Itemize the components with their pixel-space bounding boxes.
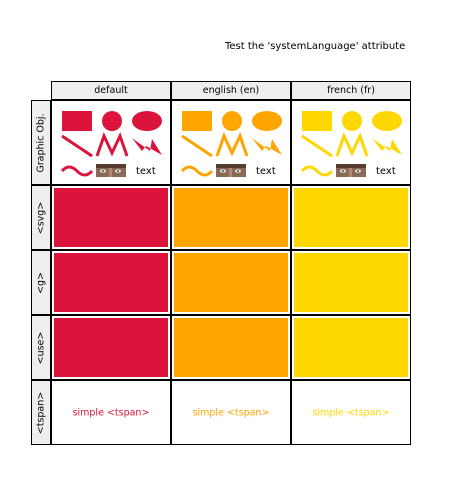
face-image-pupil-right	[357, 170, 359, 172]
line-shape-icon	[181, 134, 213, 158]
face-image-nose	[229, 168, 232, 177]
cell-r4-c1: simple <tspan>	[171, 380, 291, 445]
face-image-brow	[96, 164, 126, 168]
cell-r0-c0: text	[51, 100, 171, 185]
polygon-shape-icon	[252, 138, 282, 155]
face-image-icon	[96, 164, 126, 177]
cell-r2-c1	[171, 250, 291, 315]
color-fill	[174, 253, 288, 312]
row-header-0: Graphic Obj.	[31, 100, 51, 185]
face-image-icon	[336, 164, 366, 177]
row-header-1: <svg>	[31, 185, 51, 250]
cell-r0-c1: text	[171, 100, 291, 185]
circle-shape-icon	[102, 111, 122, 131]
face-image-nose	[109, 168, 112, 177]
line-shape-icon	[61, 134, 93, 158]
row-header-label: <tspan>	[35, 391, 47, 434]
polygon-shape-icon	[132, 138, 162, 155]
face-image-brow	[336, 164, 366, 168]
face-image-pupil-right	[117, 170, 119, 172]
path-wave-icon	[60, 165, 94, 177]
cell-r3-c1	[171, 315, 291, 380]
cell-r4-c2: simple <tspan>	[291, 380, 411, 445]
graphic-objects	[300, 111, 402, 177]
cell-r1-c2	[291, 185, 411, 250]
line-shape-icon	[301, 134, 333, 158]
row-header-label: Graphic Obj.	[35, 112, 47, 173]
cell-r1-c0	[51, 185, 171, 250]
column-header-1: english (en)	[171, 81, 291, 100]
cell-r4-c0: simple <tspan>	[51, 380, 171, 445]
face-image-brow	[216, 164, 246, 168]
path-wave-icon	[180, 165, 214, 177]
color-fill	[54, 318, 168, 377]
rect-shape-icon	[302, 111, 332, 131]
row-header-label: <g>	[35, 271, 47, 294]
row-header-label: <svg>	[35, 201, 47, 234]
color-fill	[54, 253, 168, 312]
polyline-shape-icon	[215, 132, 249, 157]
graphic-objects	[60, 111, 162, 177]
row-header-2: <g>	[31, 250, 51, 315]
face-image-icon	[216, 164, 246, 177]
path-wave-icon	[300, 165, 334, 177]
face-image-pupil-left	[222, 170, 224, 172]
circle-shape-icon	[222, 111, 242, 131]
face-image-pupil-left	[342, 170, 344, 172]
column-header-2: french (fr)	[291, 81, 411, 100]
circle-shape-icon	[342, 111, 362, 131]
color-fill	[54, 188, 168, 247]
tspan-text: simple <tspan>	[312, 407, 390, 418]
polygon-shape-icon	[372, 138, 402, 155]
cell-r0-c2: text	[291, 100, 411, 185]
graphic-text: text	[136, 166, 156, 177]
rect-shape-icon	[62, 111, 92, 131]
tspan-text: simple <tspan>	[192, 407, 270, 418]
column-header-0: default	[51, 81, 171, 100]
face-image-pupil-right	[237, 170, 239, 172]
graphic-text: text	[376, 166, 396, 177]
polyline-shape-icon	[335, 132, 369, 157]
cell-r1-c1	[171, 185, 291, 250]
cell-r3-c0	[51, 315, 171, 380]
graphic-objects	[180, 111, 282, 177]
color-fill	[294, 318, 408, 377]
rect-shape-icon	[182, 111, 212, 131]
color-fill	[174, 188, 288, 247]
face-image-pupil-left	[102, 170, 104, 172]
ellipse-shape-icon	[132, 111, 162, 131]
color-fill	[294, 253, 408, 312]
row-header-3: <use>	[31, 315, 51, 380]
row-header-4: <tspan>	[31, 380, 51, 445]
tspan-text: simple <tspan>	[72, 407, 150, 418]
cell-r3-c2	[291, 315, 411, 380]
row-header-label: <use>	[35, 331, 47, 364]
color-fill	[294, 188, 408, 247]
cell-r2-c2	[291, 250, 411, 315]
graphic-text: text	[256, 166, 276, 177]
face-image-nose	[349, 168, 352, 177]
ellipse-shape-icon	[252, 111, 282, 131]
page-title: Test the 'systemLanguage' attribute	[225, 41, 406, 52]
cell-r2-c0	[51, 250, 171, 315]
color-fill	[174, 318, 288, 377]
ellipse-shape-icon	[372, 111, 402, 131]
polyline-shape-icon	[95, 132, 129, 157]
